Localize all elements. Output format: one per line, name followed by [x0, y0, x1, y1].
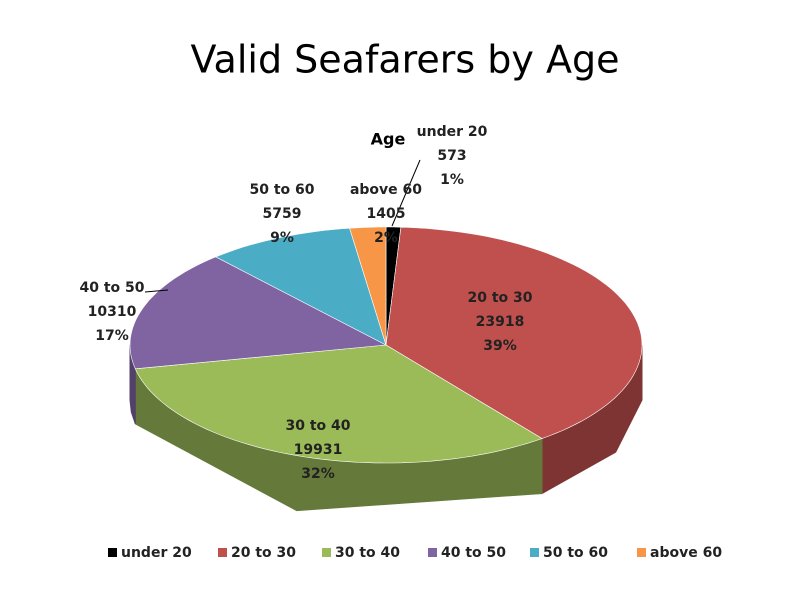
- legend-label: 40 to 50: [441, 545, 506, 561]
- label-value: 23918: [476, 314, 525, 330]
- label-category: 40 to 50: [79, 280, 144, 296]
- pie-slice: [129, 256, 388, 370]
- legend-label: 50 to 60: [543, 545, 608, 561]
- label-category: above 60: [350, 182, 422, 198]
- legend-swatch: [530, 548, 539, 557]
- label-percent: 39%: [483, 338, 517, 354]
- label-category: 30 to 40: [285, 418, 350, 434]
- label-category: 50 to 60: [249, 182, 314, 198]
- label-value: 5759: [263, 206, 302, 222]
- pie-slice: [215, 227, 387, 346]
- label-value: 10310: [88, 304, 137, 320]
- legend-label: under 20: [121, 545, 192, 561]
- legend-swatch: [637, 548, 646, 557]
- pie-slice: [134, 344, 543, 464]
- legend-swatch: [322, 548, 331, 557]
- legend-label: 20 to 30: [231, 545, 296, 561]
- legend-swatch: [428, 548, 437, 557]
- leader-line: [144, 289, 169, 293]
- label-percent: 9%: [270, 230, 294, 246]
- label-value: 573: [437, 148, 466, 164]
- label-percent: 2%: [374, 230, 398, 246]
- label-percent: 17%: [95, 328, 129, 344]
- legend-label: above 60: [650, 545, 722, 561]
- legend-label: 30 to 40: [335, 545, 400, 561]
- label-percent: 1%: [440, 172, 464, 188]
- pie-slice: [349, 226, 387, 346]
- chart-title: Valid Seafarers by Age: [191, 38, 620, 82]
- label-category: under 20: [417, 124, 488, 140]
- legend-swatch: [218, 548, 227, 557]
- label-value: 19931: [294, 442, 343, 458]
- label-percent: 32%: [301, 466, 335, 482]
- leader-line: [391, 159, 421, 227]
- label-category: 20 to 30: [467, 290, 532, 306]
- label-value: 1405: [367, 206, 406, 222]
- legend-swatch: [108, 548, 117, 557]
- series-name: Age: [371, 130, 406, 149]
- pie-slice: [385, 226, 643, 439]
